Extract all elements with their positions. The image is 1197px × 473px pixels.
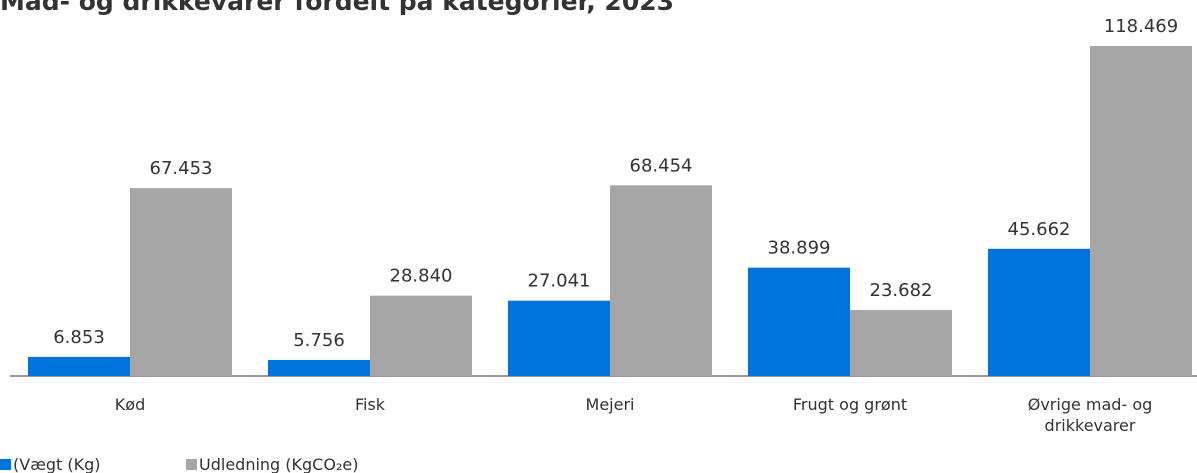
x-tick-label: Fisk [354, 395, 386, 414]
value-label: 118.469 [1104, 16, 1178, 37]
bar [370, 295, 472, 376]
value-label: 6.853 [53, 327, 105, 348]
bar [268, 359, 370, 376]
bar [1090, 46, 1192, 376]
x-tick-label: Kød [114, 395, 146, 414]
bar [508, 300, 610, 376]
value-label: 5.756 [293, 330, 345, 351]
value-label: 45.662 [1008, 219, 1071, 240]
value-label: 38.899 [768, 238, 831, 259]
value-label: 68.454 [630, 155, 693, 176]
legend-label: (Vægt (Kg) [13, 455, 101, 473]
bar [748, 267, 850, 376]
value-label: 23.682 [870, 280, 933, 301]
bar [610, 185, 712, 376]
value-label: 28.840 [390, 266, 453, 287]
x-tick-label: Øvrige mad- og drikkevarer [1027, 395, 1153, 435]
x-tick-label: Mejeri [585, 395, 635, 414]
legend-swatch [186, 459, 197, 470]
chart-title: Mad- og drikkevarer fordelt på kategorie… [0, 0, 674, 16]
bar [130, 188, 232, 376]
legend-label: Udledning (KgCO₂e) [199, 455, 358, 473]
bar [850, 310, 952, 376]
bar [988, 248, 1090, 376]
bar [28, 356, 130, 376]
value-label: 27.041 [528, 271, 591, 292]
legend-swatch [0, 459, 11, 470]
value-label: 67.453 [150, 158, 213, 179]
x-tick-label: Frugt og grønt [792, 395, 908, 414]
